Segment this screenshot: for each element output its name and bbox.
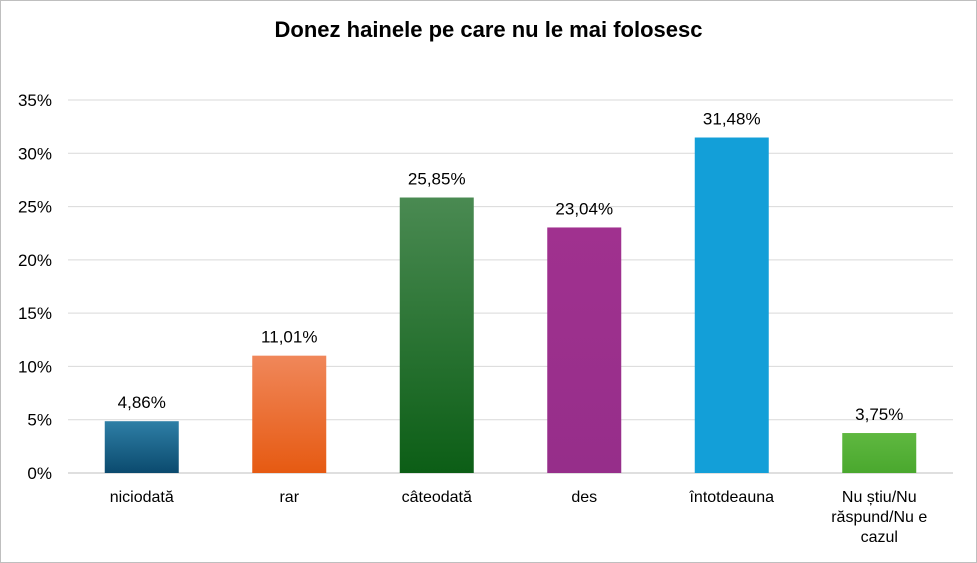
y-tick-label: 0% — [27, 464, 52, 483]
x-category-label: des — [571, 489, 597, 506]
bar-4 — [694, 137, 769, 474]
bars — [104, 137, 917, 474]
bar-1 — [252, 355, 327, 473]
x-axis-categories: niciodată rar câteodată des întotdeauna Nu șt… — [110, 489, 928, 546]
data-label: 25,85% — [408, 170, 466, 189]
data-labels: 4,86% 11,01% 25,85% 23,04% 31,48% 3,75% — [118, 110, 904, 425]
y-tick-label: 10% — [18, 357, 52, 376]
y-tick-label: 30% — [18, 144, 52, 163]
x-category-label: niciodată — [110, 489, 174, 506]
x-category-label: Nu știu/Nu — [842, 489, 917, 506]
y-tick-label: 15% — [18, 304, 52, 323]
chart-title: Donez hainele pe care nu le mai folosesc — [274, 17, 703, 42]
data-label: 3,75% — [855, 405, 903, 424]
grid-lines — [68, 99, 953, 474]
y-tick-label: 5% — [27, 411, 52, 430]
y-axis-ticks: 0% 5% 10% 15% 20% 25% 30% 35% — [18, 91, 52, 483]
bar-0 — [104, 421, 179, 473]
data-label: 23,04% — [555, 199, 613, 218]
y-tick-label: 20% — [18, 251, 52, 270]
data-label: 31,48% — [703, 110, 761, 129]
y-tick-label: 25% — [18, 198, 52, 217]
x-category-label: rar — [279, 489, 299, 506]
x-category-label: câteodată — [402, 489, 472, 506]
x-category-label: întotdeauna — [688, 489, 774, 506]
x-category-label: răspund/Nu e — [831, 509, 927, 526]
bar-2 — [399, 197, 474, 473]
x-category-label: cazul — [861, 529, 898, 546]
bar-5 — [842, 433, 917, 473]
data-label: 11,01% — [261, 328, 317, 347]
y-tick-label: 35% — [18, 91, 52, 110]
data-label: 4,86% — [118, 393, 166, 412]
bar-3 — [547, 227, 622, 473]
